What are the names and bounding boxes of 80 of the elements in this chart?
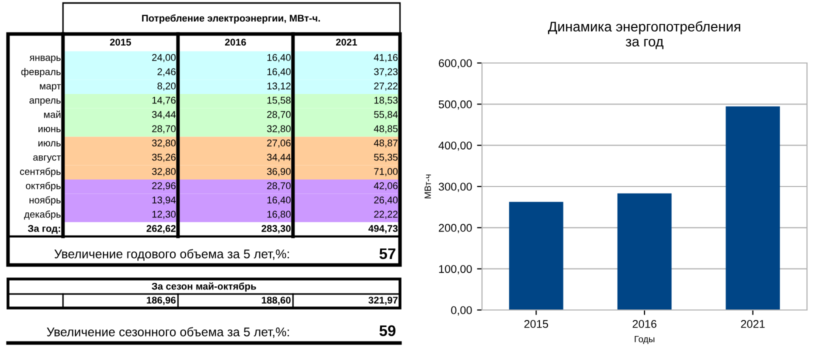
text: 59 bbox=[379, 325, 396, 336]
text: 8,20 bbox=[158, 82, 176, 91]
category-label: 2016 bbox=[225, 38, 246, 46]
text: 16,40 bbox=[267, 196, 291, 205]
y-tick-label: 500,00 bbox=[438, 100, 472, 110]
category-label: октябрь bbox=[26, 182, 61, 192]
text: 27,06 bbox=[267, 140, 291, 148]
text: 34,44 bbox=[152, 111, 176, 120]
category-label: февраль bbox=[21, 68, 61, 78]
text: 15,58 bbox=[267, 96, 291, 105]
category-label: март bbox=[40, 84, 61, 92]
text: 34,44 bbox=[267, 154, 291, 162]
category-label: 2015 bbox=[110, 38, 132, 46]
category-label: апрель bbox=[30, 98, 61, 106]
text: 188,60 bbox=[262, 296, 291, 306]
text: 48,85 bbox=[374, 125, 398, 134]
y-tick-label: 300,00 bbox=[438, 182, 472, 192]
text: 35,26 bbox=[152, 154, 176, 162]
category-label: декабрь bbox=[24, 210, 61, 220]
category-label: За год: bbox=[28, 225, 60, 234]
x-tick-label: 2015 bbox=[524, 320, 548, 328]
text: 41,16 bbox=[374, 54, 398, 62]
y-tick-label: 400,00 bbox=[438, 142, 472, 151]
text: За сезон май-октябрь bbox=[152, 282, 256, 292]
chart-title: Динамика энергопотребления за год bbox=[548, 21, 740, 50]
category-label: май bbox=[44, 110, 60, 118]
text: 22,22 bbox=[374, 210, 398, 219]
text: 42,06 bbox=[374, 182, 398, 190]
category-label: июль bbox=[38, 141, 61, 146]
text: 24,00 bbox=[152, 54, 176, 62]
text: 28,70 bbox=[152, 125, 176, 134]
text: 321,97 bbox=[368, 296, 398, 306]
text: Потребление электроэнергии, МВт-ч. bbox=[142, 14, 320, 24]
text: 32,80 bbox=[152, 168, 176, 176]
text: 55,84 bbox=[374, 111, 398, 120]
text: 283,30 bbox=[262, 225, 291, 234]
text: 16,40 bbox=[267, 54, 291, 62]
text: 12,30 bbox=[152, 210, 176, 219]
category-label: 2021 bbox=[336, 38, 358, 46]
text: 28,70 bbox=[267, 182, 291, 190]
text: 16,40 bbox=[267, 68, 291, 76]
x-tick-label: 2021 bbox=[741, 320, 765, 328]
category-label: ноябрь bbox=[30, 196, 61, 206]
text: 48,87 bbox=[374, 140, 398, 148]
category-label: январь bbox=[30, 56, 61, 63]
y-tick-label: 0,00 bbox=[451, 306, 472, 316]
text: 55,35 bbox=[374, 154, 398, 162]
y-axis-title: МВт-ч bbox=[424, 174, 431, 198]
text: Увеличение сезонного объема за 5 лет,%: bbox=[46, 327, 289, 338]
text: 262,62 bbox=[146, 225, 176, 234]
bar bbox=[509, 202, 564, 310]
bar bbox=[617, 193, 672, 310]
text: 16,80 bbox=[267, 210, 291, 219]
text: Увеличение годового объема за 5 лет,%: bbox=[54, 249, 289, 261]
text: 37,23 bbox=[374, 68, 398, 76]
category-label: сентябрь bbox=[20, 168, 61, 177]
text: 71,00 bbox=[374, 168, 398, 176]
text: 22,96 bbox=[152, 182, 176, 190]
text: 57 bbox=[379, 248, 396, 260]
text: 26,40 bbox=[374, 196, 398, 205]
text: 14,76 bbox=[152, 96, 176, 105]
text: 27,22 bbox=[374, 82, 398, 91]
text: 28,70 bbox=[267, 111, 291, 120]
y-tick-label: 100,00 bbox=[439, 265, 472, 274]
text: 186,96 bbox=[146, 296, 176, 306]
bar bbox=[726, 106, 780, 310]
category-label: июнь bbox=[38, 126, 61, 132]
text: 32,80 bbox=[152, 140, 176, 148]
text: 18,53 bbox=[374, 96, 398, 105]
category-label: август bbox=[33, 155, 61, 163]
x-axis-title: Годы bbox=[634, 336, 654, 344]
text: 494,73 bbox=[368, 225, 398, 234]
text: 32,80 bbox=[267, 125, 291, 134]
y-tick-label: 200,00 bbox=[438, 224, 472, 234]
text: 13,94 bbox=[152, 196, 176, 205]
y-tick-label: 600,00 bbox=[438, 59, 472, 68]
x-tick-label: 2016 bbox=[632, 320, 656, 328]
text: 13,12 bbox=[267, 82, 291, 91]
text: 36,90 bbox=[267, 168, 291, 176]
text: 2,46 bbox=[158, 68, 176, 76]
